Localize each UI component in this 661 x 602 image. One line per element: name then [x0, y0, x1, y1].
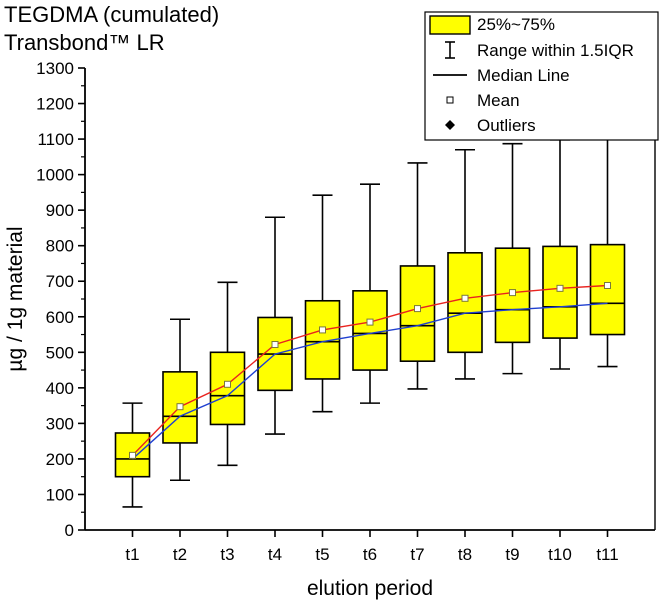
y-tick-label-700: 700: [46, 272, 74, 291]
box-t7: [399, 265, 436, 362]
mean-marker-t6: [366, 318, 374, 326]
x-tick-label-t8: t8: [458, 545, 472, 564]
y-tick-label-200: 200: [46, 450, 74, 469]
x-tick-label-t6: t6: [363, 545, 377, 564]
y-tick-label-1100: 1100: [37, 130, 74, 149]
mean-marker-t4: [271, 340, 279, 348]
legend-swatch-box: [429, 15, 471, 35]
y-tick-label-0: 0: [65, 521, 74, 540]
y-tick-label-1000: 1000: [36, 166, 74, 185]
chart-title-line-2: Transbond™ LR: [4, 30, 165, 55]
x-tick-label-t3: t3: [220, 545, 234, 564]
legend-label-median: Median Line: [477, 66, 570, 85]
chart-title-line-1: TEGDMA (cumulated): [4, 2, 220, 27]
mean-marker-t9: [509, 289, 516, 297]
x-axis-label: elution period: [307, 577, 433, 600]
legend-label-range: Range within 1.5IQR: [477, 41, 634, 60]
mean-marker-t8: [461, 294, 469, 302]
x-tick-label-t1: t1: [125, 545, 139, 564]
median-line-series: [132, 302, 608, 460]
box-t11: [589, 243, 626, 336]
mean-marker-t11: [604, 281, 611, 289]
y-tick-label-1200: 1200: [36, 95, 74, 114]
legend-label-outliers: Outliers: [477, 116, 536, 135]
legend-label-box: 25%~75%: [477, 15, 555, 34]
legend-swatch-outliers: [445, 120, 455, 130]
mean-marker-t3: [224, 380, 231, 388]
mean-marker-t7: [414, 305, 421, 313]
x-tick-label-t11: t11: [596, 545, 618, 564]
y-tick-label-1300: 1300: [36, 59, 74, 78]
legend-swatch-mean: [446, 96, 454, 104]
y-tick-label-500: 500: [46, 343, 74, 362]
y-tick-label-600: 600: [46, 308, 74, 327]
y-axis-label: µg / 1g material: [4, 226, 27, 371]
x-tick-label-t2: t2: [173, 545, 187, 564]
box-t8: [447, 252, 483, 354]
mean-marker-t1: [129, 451, 136, 459]
y-tick-label-300: 300: [46, 414, 74, 433]
y-tick-label-100: 100: [46, 485, 74, 504]
box-t10: [542, 245, 578, 339]
x-tick-label-t10: t10: [548, 545, 572, 564]
x-tick-label-t4: t4: [268, 545, 282, 564]
box-t6: [352, 290, 388, 371]
mean-marker-t10: [556, 284, 564, 292]
mean-marker-t5: [319, 326, 326, 334]
mean-marker-t2: [176, 403, 184, 411]
legend-label-mean: Mean: [477, 91, 520, 110]
x-tick-label-t9: t9: [505, 545, 519, 564]
y-tick-label-900: 900: [46, 201, 74, 220]
y-tick-label-400: 400: [46, 379, 74, 398]
box-t3: [209, 351, 246, 426]
y-tick-label-800: 800: [46, 237, 74, 256]
x-tick-label-t7: t7: [410, 545, 424, 564]
x-tick-label-t5: t5: [315, 545, 329, 564]
